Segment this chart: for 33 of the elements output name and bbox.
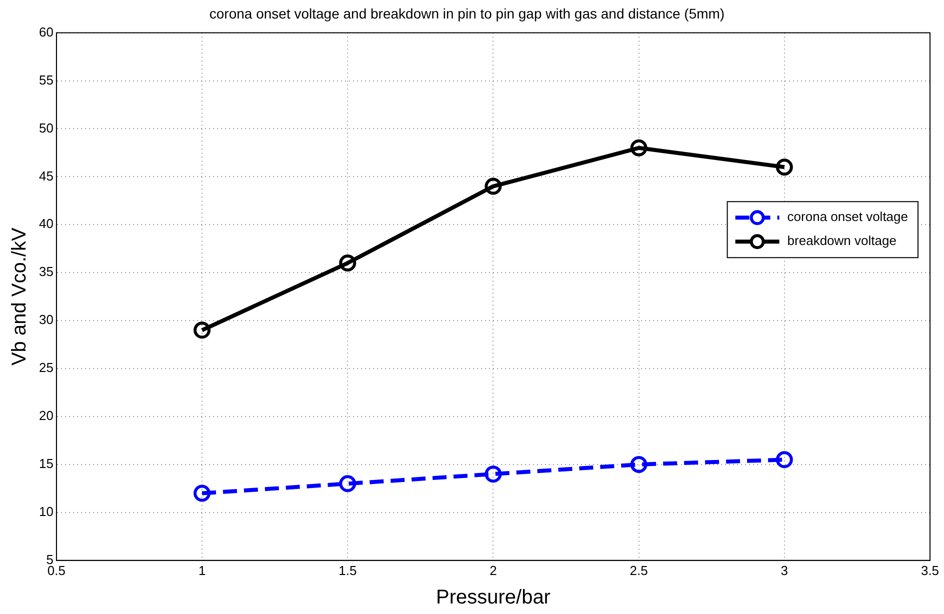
- y-tick-label: 60: [38, 24, 54, 40]
- point: [194, 484, 211, 502]
- x-tick-label: 1.5: [338, 562, 357, 578]
- point: [630, 456, 648, 473]
- y-tick-label: 15: [38, 456, 54, 472]
- y-tick-label: 30: [38, 312, 54, 328]
- point: [339, 475, 356, 492]
- x-tick-label: 2: [490, 562, 497, 578]
- point: [776, 451, 793, 468]
- y-tick-label: 5: [46, 552, 54, 567]
- point: [630, 139, 648, 156]
- y-axis-title: Vb and Vco./kV: [8, 227, 31, 366]
- x-tick-label: 3.5: [920, 562, 940, 578]
- y-tick-label: 35: [38, 264, 54, 280]
- x-tick-label: 3: [780, 562, 788, 578]
- point: [776, 158, 793, 176]
- point: [484, 466, 502, 483]
- y-tick-label: 40: [38, 216, 54, 232]
- x-tick-label: 1: [198, 562, 206, 578]
- y-tick-label: 10: [38, 504, 54, 520]
- x-tick-label: 2.5: [630, 562, 648, 578]
- point: [194, 322, 211, 339]
- y-tick-label: 25: [38, 360, 54, 376]
- chart-title: corona onset voltage and breakdown in pin to pin gap with gas and distance (5mm): [209, 5, 725, 22]
- x-axis-title: Pressure/bar: [436, 586, 551, 609]
- y-tick-label: 20: [38, 408, 54, 424]
- y-tick-label: 50: [38, 120, 54, 136]
- point: [484, 178, 502, 195]
- point: [339, 254, 356, 272]
- legend-label: breakdown voltage: [787, 233, 896, 248]
- y-tick-label: 45: [38, 168, 54, 184]
- y-tick-label: 55: [38, 72, 54, 88]
- legend-label: corona onset voltage: [787, 209, 908, 224]
